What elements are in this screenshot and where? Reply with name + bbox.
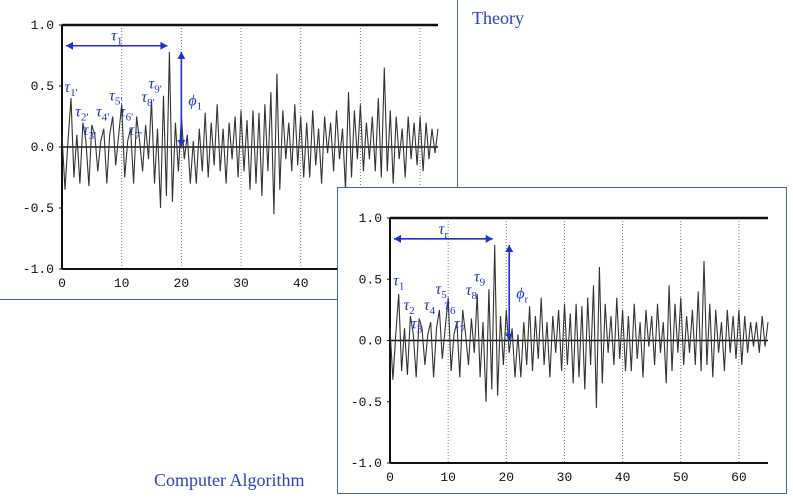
tau-label: τ4' <box>96 104 109 124</box>
x-tick-label: 10 <box>114 276 130 291</box>
x-tick-label: 40 <box>615 470 631 485</box>
period-arrow-head-right <box>160 41 168 50</box>
y-tick-label: 0.5 <box>31 79 54 94</box>
tau-label: τ6 <box>444 297 456 317</box>
phase-arrow-head-top <box>177 51 186 59</box>
x-tick-label: 60 <box>731 470 747 485</box>
x-tick-label: 0 <box>386 470 394 485</box>
theory-chart: 1.00.50.0-0.5-1.00 10 20 30 40τ1'τ2'τ3'τ4'τ5… <box>23 18 439 291</box>
y-tick-label: -0.5 <box>351 395 382 410</box>
computer-panel: 1.0 0.5 0.0 -0.5 -1.0 0 10 20 30 40 50 60 τ1 τ2 τ3 τ4 τ5… <box>337 187 787 494</box>
autocorrelation-series-line <box>61 51 439 215</box>
period-arrow-label: τr <box>439 221 449 241</box>
x-tick-label: 20 <box>499 470 515 485</box>
y-tick-label: 1.0 <box>31 18 54 33</box>
period-arrow-head-right <box>485 234 493 243</box>
y-tick-label: 0.5 <box>359 272 382 287</box>
tau-label: τ8 <box>466 282 478 302</box>
period-arrow-head-left <box>394 234 401 243</box>
autocorrelation-series-line <box>389 244 769 408</box>
phase-arrow-head-bottom <box>505 333 514 341</box>
tau-label: τ9' <box>148 75 161 95</box>
computer-caption: Computer Algorithm <box>154 470 305 490</box>
phase-arrow-label: ϕ1 <box>188 92 202 112</box>
x-tick-label: 20 <box>174 276 190 291</box>
tau-label: τ9 <box>474 269 486 289</box>
phase-arrow-label: ϕr <box>516 286 528 306</box>
tau-label: τ3' <box>83 122 96 142</box>
y-tick-label: -1.0 <box>351 456 382 471</box>
tau-label: τ4 <box>424 297 436 317</box>
theory-panel: 1.0 0.5 0.0 -0.5 -1.0 0 10 20 30 40 τ1' τ2' τ3' τ4' τ5… <box>0 0 458 300</box>
computer-chart: 1.0 0.5 0.0 -0.5 -1.0 0 10 20 30 40 50 60 τ1τ2τ3τ4τ5… <box>351 211 769 485</box>
tau-label: τ1' <box>64 79 77 99</box>
tau-label: τ7' <box>129 122 142 142</box>
y-tick-label: 0.0 <box>359 334 382 349</box>
phase-arrow-head-bottom <box>177 140 186 147</box>
theory-caption: Theory <box>472 8 524 28</box>
period-arrow-label: τ1 <box>111 28 122 48</box>
phase-arrow-head-top <box>505 244 514 252</box>
tau-label: τ7 <box>454 315 466 335</box>
y-tick-label: -0.5 <box>23 201 54 216</box>
x-tick-label: 10 <box>440 470 456 485</box>
x-tick-label: 0 <box>58 276 66 291</box>
x-tick-label: 30 <box>233 276 249 291</box>
tau-label: τ2 <box>404 297 415 317</box>
x-tick-label: 40 <box>293 276 309 291</box>
x-tick-label: 50 <box>673 470 689 485</box>
x-tick-label: 30 <box>557 470 573 485</box>
y-tick-label: -1.0 <box>23 262 54 277</box>
y-tick-label: 1.0 <box>359 211 382 226</box>
tau-label: τ5 <box>436 281 448 301</box>
period-arrow-head-left <box>66 41 73 50</box>
tau-label: τ1 <box>393 272 404 292</box>
y-tick-label: 0.0 <box>31 140 54 155</box>
tau-label: τ2' <box>75 104 88 124</box>
tau-label: τ3 <box>411 315 423 335</box>
